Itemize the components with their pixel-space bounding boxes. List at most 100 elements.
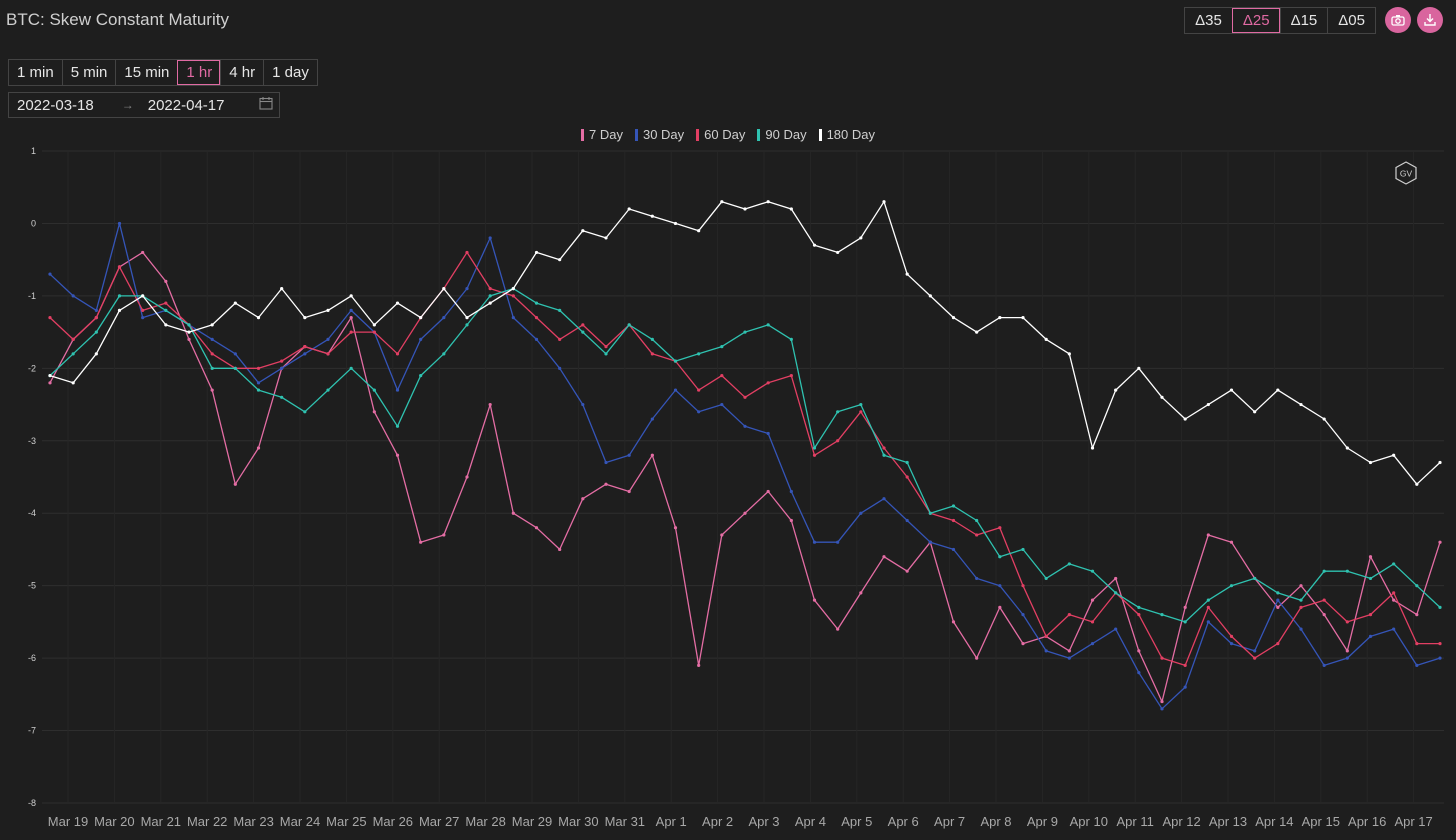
- data-point-60-day: [1206, 605, 1210, 610]
- interval-5min-button[interactable]: 5 min: [61, 60, 116, 85]
- data-point-180-day: [951, 316, 956, 320]
- interval-selector: 1 min 5 min 15 min 1 hr 4 hr 1 day: [8, 59, 318, 86]
- x-tick-label: Mar 24: [280, 814, 320, 829]
- data-point-90-day: [1160, 613, 1164, 617]
- data-point-30-day: [1021, 613, 1025, 617]
- data-point-90-day: [697, 352, 701, 356]
- data-point-60-day: [697, 388, 701, 392]
- data-point-30-day: [1345, 656, 1349, 660]
- data-point-7-day: [141, 250, 145, 255]
- data-point-60-day: [882, 446, 886, 450]
- data-point-180-day: [1114, 388, 1118, 392]
- data-point-180-day: [71, 381, 75, 385]
- data-point-30-day: [998, 584, 1002, 588]
- interval-1day-button[interactable]: 1 day: [263, 60, 317, 85]
- data-point-180-day: [1322, 417, 1326, 421]
- calendar-icon[interactable]: [259, 96, 273, 114]
- series-line-90-day: [49, 287, 1441, 623]
- download-button[interactable]: [1417, 7, 1443, 33]
- x-tick-label: Mar 21: [141, 814, 181, 829]
- interval-4hr-button[interactable]: 4 hr: [220, 60, 263, 85]
- data-point-180-day: [117, 308, 122, 312]
- data-point-90-day: [117, 294, 122, 298]
- data-point-30-day: [280, 366, 284, 370]
- legend-item[interactable]: 90 Day: [757, 127, 807, 142]
- data-point-7-day: [372, 410, 376, 414]
- start-date-field[interactable]: 2022-03-18: [17, 96, 94, 114]
- data-point-7-day: [1415, 613, 1419, 617]
- data-point-7-day: [789, 518, 793, 523]
- data-point-90-day: [789, 337, 793, 341]
- delta-15-button[interactable]: Δ15: [1279, 8, 1328, 33]
- data-point-60-day: [395, 352, 400, 356]
- delta-selector: Δ35 Δ25 Δ15 Δ05: [1184, 7, 1376, 34]
- data-point-30-day: [836, 540, 840, 544]
- data-point-60-day: [998, 526, 1002, 530]
- legend-item[interactable]: 30 Day: [634, 127, 685, 142]
- data-point-7-day: [1206, 533, 1210, 537]
- date-range-picker[interactable]: 2022-03-18 → 2022-04-17: [8, 92, 280, 118]
- legend-label: 30 Day: [642, 127, 685, 142]
- x-tick-label: Apr 9: [1027, 814, 1058, 829]
- data-point-180-day: [905, 272, 909, 276]
- data-point-90-day: [650, 337, 654, 341]
- data-point-30-day: [1114, 627, 1118, 631]
- x-tick-label: Mar 19: [48, 814, 88, 829]
- data-point-7-day: [488, 402, 492, 407]
- data-point-90-day: [1021, 547, 1025, 552]
- data-point-30-day: [419, 337, 423, 341]
- interval-1hr-button[interactable]: 1 hr: [177, 60, 221, 85]
- end-date-field[interactable]: 2022-04-17: [147, 96, 225, 114]
- legend-item[interactable]: 7 Day: [581, 127, 623, 142]
- data-point-7-day: [697, 663, 701, 667]
- data-point-60-day: [280, 359, 284, 363]
- data-point-30-day: [627, 453, 631, 457]
- legend-item[interactable]: 180 Day: [818, 127, 875, 142]
- data-point-180-day: [812, 243, 817, 247]
- data-point-30-day: [117, 221, 122, 226]
- data-point-180-day: [836, 250, 840, 255]
- delta-25-button[interactable]: Δ25: [1231, 8, 1280, 33]
- data-point-60-day: [859, 410, 863, 414]
- data-point-60-day: [951, 518, 956, 523]
- screenshot-button[interactable]: [1385, 7, 1411, 33]
- data-point-30-day: [720, 402, 724, 407]
- x-tick-label: Apr 4: [795, 814, 826, 829]
- interval-15min-button[interactable]: 15 min: [115, 60, 177, 85]
- data-point-180-day: [303, 316, 307, 320]
- data-point-7-day: [650, 453, 654, 457]
- delta-35-button[interactable]: Δ35: [1195, 12, 1222, 29]
- data-point-30-day: [766, 431, 770, 436]
- data-point-30-day: [859, 511, 863, 515]
- x-tick-label: Apr 7: [934, 814, 965, 829]
- data-point-7-day: [349, 316, 353, 320]
- data-point-30-day: [488, 236, 492, 240]
- data-point-30-day: [697, 410, 701, 414]
- x-tick-label: Apr 14: [1255, 814, 1293, 829]
- data-point-180-day: [233, 301, 237, 305]
- data-point-60-day: [534, 316, 539, 320]
- data-point-60-day: [1090, 620, 1095, 624]
- data-point-90-day: [1392, 562, 1396, 566]
- data-point-7-day: [581, 497, 585, 501]
- data-point-180-day: [488, 301, 492, 305]
- legend-swatch: [634, 128, 638, 141]
- data-point-90-day: [210, 366, 214, 370]
- delta-05-button[interactable]: Δ05: [1327, 8, 1375, 33]
- data-point-180-day: [882, 200, 886, 204]
- data-point-30-day: [928, 540, 932, 544]
- data-point-60-day: [465, 250, 469, 255]
- y-tick-label: -3: [28, 436, 36, 446]
- data-point-90-day: [1206, 598, 1210, 602]
- data-point-60-day: [975, 533, 979, 537]
- data-point-60-day: [1253, 656, 1257, 660]
- interval-1min-button[interactable]: 1 min: [17, 64, 54, 81]
- data-point-90-day: [1438, 605, 1442, 610]
- data-point-90-day: [604, 352, 608, 356]
- data-point-60-day: [48, 316, 52, 320]
- legend-item[interactable]: 60 Day: [696, 127, 745, 142]
- download-icon: [1424, 14, 1436, 26]
- data-point-60-day: [372, 330, 376, 334]
- data-point-30-day: [951, 547, 956, 552]
